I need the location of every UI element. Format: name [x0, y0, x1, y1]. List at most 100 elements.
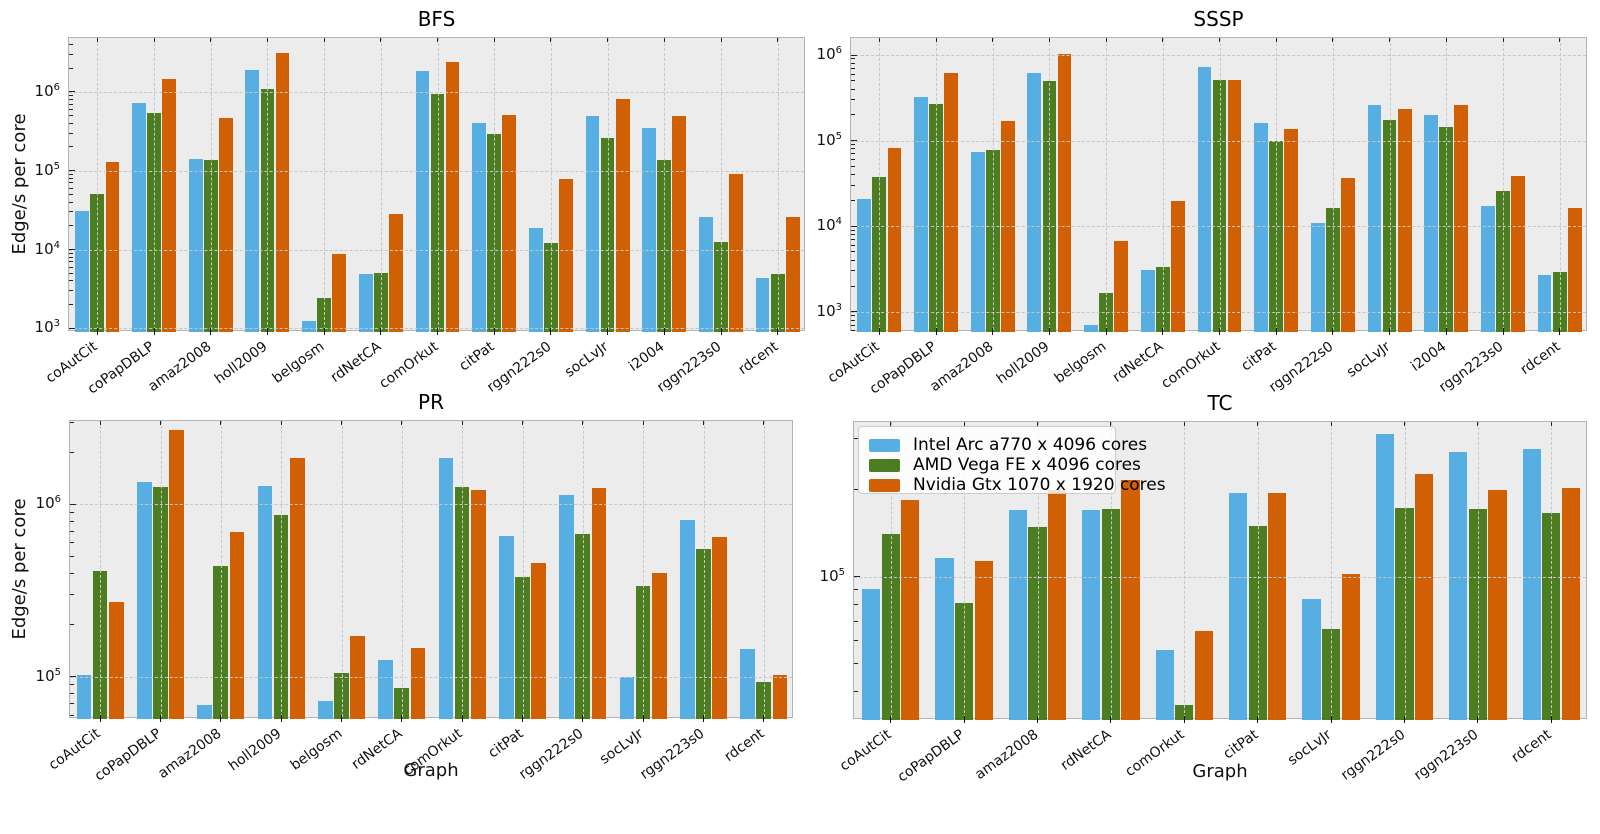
bar [1397, 108, 1412, 332]
y-tick-minor [851, 165, 855, 167]
bar [1121, 479, 1140, 720]
x-tick-top [1502, 38, 1504, 42]
x-tick-top [720, 38, 722, 42]
bar [358, 273, 373, 332]
bar [203, 159, 218, 332]
x-tick-top [1404, 422, 1405, 426]
bar [872, 176, 887, 332]
y-tick-major [851, 311, 857, 313]
bar [472, 123, 487, 332]
x-tick [99, 715, 101, 722]
bar [1496, 190, 1510, 332]
bar [273, 514, 289, 719]
x-tick-top [935, 38, 937, 42]
y-tick-minor [851, 330, 855, 332]
y-tick-label: 106 [816, 45, 842, 63]
y-tick-minor [851, 67, 855, 69]
y-tick-label: 105 [816, 130, 842, 149]
figure: 103 104 105 106 coAutCit coPapDBLP amaz2008 hol… [9, 7, 1587, 786]
x-tick-top [1389, 38, 1391, 42]
x-tick [1404, 716, 1405, 723]
bar [1057, 54, 1072, 332]
x-tick-top [992, 38, 994, 42]
x-tick [1162, 328, 1164, 335]
x-tick [1550, 716, 1552, 723]
bar [1229, 493, 1248, 720]
bar [445, 61, 460, 332]
x-tick [1219, 328, 1220, 335]
bar [137, 481, 152, 719]
x-tick-top [1445, 38, 1447, 42]
bar [756, 682, 772, 719]
bar [438, 458, 454, 719]
bar [105, 161, 120, 332]
bar [698, 216, 713, 332]
bar [657, 160, 672, 332]
y-tick-minor [851, 99, 855, 101]
bar [1480, 206, 1495, 332]
y-tick-minor [69, 122, 73, 124]
bar [651, 573, 667, 719]
y-tick-minor [851, 238, 855, 240]
bar [394, 688, 410, 719]
bar [729, 173, 743, 332]
bar [454, 487, 470, 719]
y-tick-minor [70, 421, 74, 423]
bar [334, 672, 349, 719]
bar [881, 533, 900, 720]
x-tick-top [1477, 422, 1479, 426]
bar [218, 117, 233, 332]
bar [332, 253, 347, 332]
bar [528, 228, 543, 332]
x-tick-top [280, 421, 282, 425]
x-tick-top [703, 421, 704, 425]
x-tick [1559, 328, 1561, 335]
bar [619, 676, 635, 719]
x-tick [341, 715, 342, 722]
y-tick-minor [69, 173, 73, 175]
x-tick [1105, 328, 1107, 335]
y-tick-minor [70, 572, 74, 574]
bar [1227, 80, 1242, 332]
y-tick-major [69, 91, 75, 93]
x-tick [437, 328, 438, 335]
y-tick-label: 103 [34, 318, 60, 337]
bar [672, 116, 687, 332]
y-tick-label: 106 [34, 81, 60, 100]
x-gridline [324, 38, 326, 330]
bar [1375, 434, 1395, 720]
x-tick-top [607, 38, 609, 42]
x-tick [1183, 716, 1185, 723]
x-tick-top [380, 38, 382, 42]
bar [1268, 492, 1287, 720]
y-tick-minor [69, 211, 73, 213]
bar [1028, 526, 1047, 720]
y-tick-minor [69, 43, 73, 45]
y-tick-minor [851, 73, 855, 75]
x-tick [1110, 716, 1112, 723]
x-tick [280, 715, 282, 722]
bar [1212, 80, 1227, 332]
bar [197, 704, 213, 719]
x-tick-top [1219, 38, 1220, 42]
bar [1439, 126, 1454, 332]
x-tick-top [266, 38, 268, 42]
x-tick [890, 716, 892, 723]
y-tick-minor [70, 530, 74, 532]
y-tick-label: 105 [34, 160, 60, 179]
bar [635, 586, 651, 719]
bar [257, 486, 273, 719]
bar [1000, 120, 1015, 332]
y-tick-minor [854, 663, 858, 665]
bar [543, 243, 558, 332]
x-tick [663, 328, 665, 335]
bar [1511, 175, 1525, 332]
x-tick [461, 715, 463, 722]
bar [378, 659, 394, 719]
y-tick-minor [69, 182, 73, 184]
y-tick-major [851, 225, 857, 227]
x-tick [210, 328, 212, 335]
chart-sssp-plot-area [850, 37, 1587, 335]
bar [1170, 201, 1185, 332]
bar [1449, 451, 1468, 720]
